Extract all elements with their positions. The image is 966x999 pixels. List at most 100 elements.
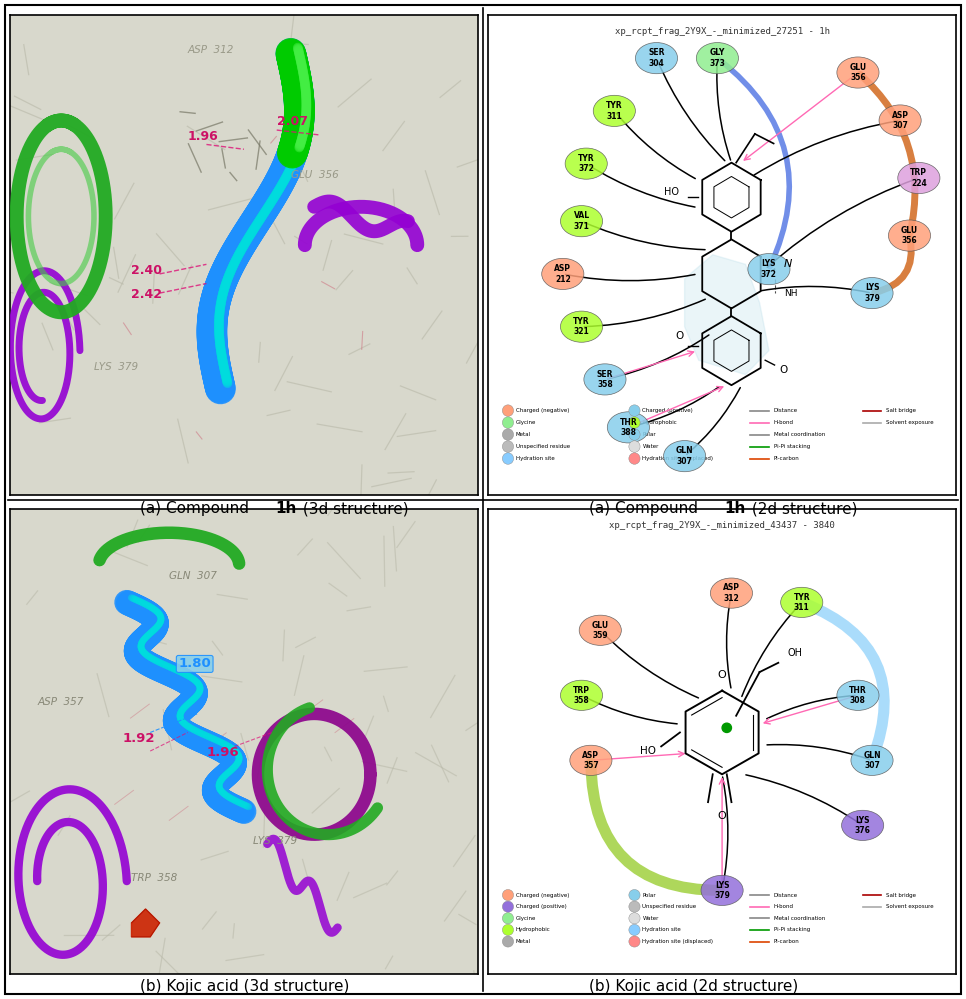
Text: O: O <box>718 670 726 680</box>
Ellipse shape <box>636 43 677 74</box>
Text: (3d structure): (3d structure) <box>298 501 409 516</box>
Text: TYR
311: TYR 311 <box>793 592 810 612</box>
Circle shape <box>629 429 640 441</box>
Text: Pi-carbon: Pi-carbon <box>774 456 800 462</box>
Circle shape <box>502 936 514 947</box>
Text: HO: HO <box>664 188 679 198</box>
Text: xp_rcpt_frag_2Y9X_-_minimized_27251 - 1h: xp_rcpt_frag_2Y9X_-_minimized_27251 - 1h <box>614 27 830 36</box>
Text: SER
358: SER 358 <box>597 370 613 390</box>
Text: 1.80: 1.80 <box>179 657 212 670</box>
Text: GLN
307: GLN 307 <box>676 447 694 466</box>
Text: (2d structure): (2d structure) <box>747 501 857 516</box>
Text: OH: OH <box>787 648 803 658</box>
Text: H-bond: H-bond <box>774 904 794 909</box>
Text: LYS
379: LYS 379 <box>714 881 730 900</box>
Text: Metal coordination: Metal coordination <box>774 916 825 921</box>
Text: O: O <box>718 811 726 821</box>
Text: 1.96: 1.96 <box>207 745 239 758</box>
Text: 2.40: 2.40 <box>131 264 162 277</box>
Text: Salt bridge: Salt bridge <box>886 408 916 414</box>
Ellipse shape <box>583 364 626 395</box>
Text: TYR
311: TYR 311 <box>606 101 623 121</box>
Text: GLU
359: GLU 359 <box>592 620 609 640</box>
Text: GLY
373: GLY 373 <box>709 48 725 68</box>
Ellipse shape <box>696 43 738 74</box>
FancyArrowPatch shape <box>875 239 911 293</box>
Text: VAL
371: VAL 371 <box>574 212 589 231</box>
Ellipse shape <box>837 680 879 710</box>
Text: THR
308: THR 308 <box>849 685 867 705</box>
Ellipse shape <box>748 254 790 285</box>
FancyArrowPatch shape <box>720 60 789 267</box>
Text: ASP
357: ASP 357 <box>582 750 599 770</box>
Text: LYS  379: LYS 379 <box>253 836 298 846</box>
Polygon shape <box>685 255 769 375</box>
Text: Solvent exposure: Solvent exposure <box>886 904 934 909</box>
Ellipse shape <box>580 615 621 645</box>
Text: ASP
307: ASP 307 <box>892 111 909 130</box>
Ellipse shape <box>851 278 894 309</box>
Text: ASP
312: ASP 312 <box>723 583 740 602</box>
Circle shape <box>502 913 514 924</box>
Text: O: O <box>780 365 787 375</box>
Circle shape <box>629 901 640 912</box>
Circle shape <box>629 924 640 935</box>
Ellipse shape <box>781 587 823 617</box>
Text: Charged (positive): Charged (positive) <box>516 904 567 909</box>
Polygon shape <box>131 909 159 937</box>
Text: GLU  356: GLU 356 <box>291 170 338 180</box>
Ellipse shape <box>608 412 649 443</box>
Text: 1.92: 1.92 <box>122 731 155 745</box>
Text: O: O <box>675 332 684 342</box>
Ellipse shape <box>560 206 603 237</box>
Text: Charged (negative): Charged (negative) <box>516 408 569 414</box>
Text: 2.07: 2.07 <box>276 115 308 128</box>
Text: Distance: Distance <box>774 408 798 414</box>
Circle shape <box>629 405 640 417</box>
Ellipse shape <box>837 57 879 88</box>
Text: ASP
212: ASP 212 <box>554 264 571 284</box>
Text: 1h: 1h <box>275 501 297 516</box>
Text: Metal coordination: Metal coordination <box>774 432 825 438</box>
Ellipse shape <box>897 163 940 194</box>
Text: N: N <box>784 260 792 270</box>
Text: TYR
321: TYR 321 <box>573 317 590 337</box>
Text: Metal: Metal <box>516 432 531 438</box>
Text: Glycine: Glycine <box>516 916 536 921</box>
Text: TRP  358: TRP 358 <box>131 873 178 883</box>
Text: TRP
224: TRP 224 <box>910 168 927 188</box>
Text: Hydration site: Hydration site <box>516 456 554 462</box>
Ellipse shape <box>889 220 930 251</box>
Ellipse shape <box>565 148 608 179</box>
Circle shape <box>502 889 514 901</box>
Text: 1h: 1h <box>724 501 746 516</box>
FancyArrowPatch shape <box>805 603 884 758</box>
Ellipse shape <box>710 578 753 608</box>
Text: THR
388: THR 388 <box>619 418 638 438</box>
Text: Hydration site (displaced): Hydration site (displaced) <box>642 939 714 944</box>
Text: Pi-Pi stacking: Pi-Pi stacking <box>774 927 810 932</box>
Ellipse shape <box>593 95 636 127</box>
Text: Charged (negative): Charged (negative) <box>516 892 569 897</box>
Ellipse shape <box>664 441 706 472</box>
Text: Pi-Pi stacking: Pi-Pi stacking <box>774 444 810 450</box>
Text: 2.42: 2.42 <box>131 288 162 301</box>
Text: Hydrophobic: Hydrophobic <box>642 420 677 426</box>
Circle shape <box>502 901 514 912</box>
Text: GLN
307: GLN 307 <box>864 750 881 770</box>
FancyArrowPatch shape <box>591 763 720 890</box>
Circle shape <box>629 453 640 465</box>
Text: TYR
372: TYR 372 <box>578 154 594 174</box>
FancyArrowPatch shape <box>860 74 915 233</box>
Text: Metal: Metal <box>516 939 531 944</box>
Circle shape <box>502 429 514 441</box>
Text: Unspecified residue: Unspecified residue <box>516 444 570 450</box>
Text: LYS
376: LYS 376 <box>855 815 870 835</box>
Text: Polar: Polar <box>642 892 656 897</box>
Circle shape <box>502 405 514 417</box>
Text: TRP
358: TRP 358 <box>573 685 590 705</box>
Text: Water: Water <box>642 444 659 450</box>
Circle shape <box>629 913 640 924</box>
Text: LYS
372: LYS 372 <box>761 260 777 279</box>
Text: LYS
379: LYS 379 <box>864 284 880 303</box>
